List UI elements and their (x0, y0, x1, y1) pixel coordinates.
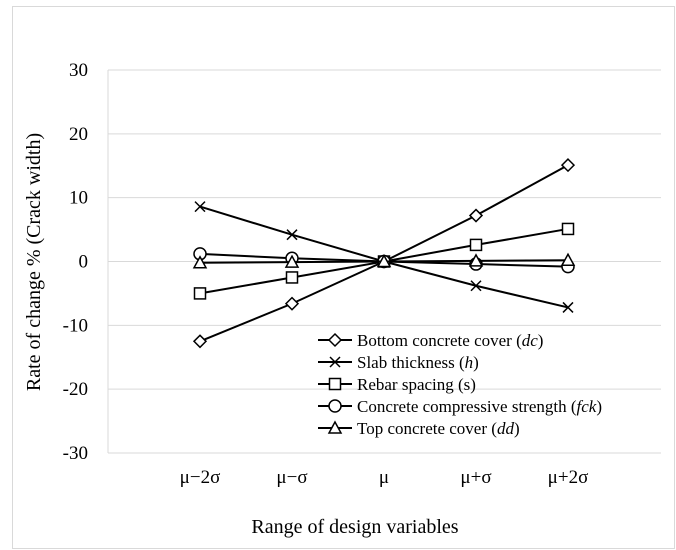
y-tick-label: -10 (63, 315, 88, 336)
legend-label: Slab thickness (h) (357, 353, 479, 372)
data-point (284, 254, 300, 268)
y-axis-title: Rate of change % (Crack width) (23, 133, 45, 391)
legend: Bottom concrete cover (dc) Slab thickness… (318, 331, 602, 438)
y-tick-label: 30 (69, 60, 88, 81)
x-tick-label: μ+2σ (548, 467, 589, 488)
y-tick-label: 10 (69, 188, 88, 209)
y-tick-labels: -30 -20 -10 0 10 20 30 (63, 60, 88, 464)
x-tick-label: μ (379, 467, 389, 488)
series-line (199, 164, 569, 343)
legend-item: Top concrete cover (dd) (318, 419, 520, 438)
series-layer (192, 158, 576, 349)
legend-marker (327, 332, 343, 348)
chart-frame (12, 6, 675, 549)
legend-item: Bottom concrete cover (dc) (318, 331, 543, 350)
data-point (470, 280, 482, 292)
legend-marker (329, 356, 341, 368)
data-point (193, 287, 207, 300)
legend-item: Rebar spacing (s) (318, 375, 476, 394)
data-point (560, 158, 576, 173)
legend-label: Top concrete cover (dd) (357, 419, 520, 438)
legend-item: Concrete compressive strength (fck) (318, 397, 602, 416)
data-point (284, 296, 300, 311)
x-tick-label: μ+σ (460, 467, 491, 488)
data-point (562, 301, 574, 313)
series-1 (192, 158, 576, 349)
y-tick-label: -20 (63, 379, 88, 400)
data-point (285, 271, 299, 284)
data-point (376, 253, 392, 268)
legend-marker (328, 377, 342, 391)
axes (107, 70, 661, 454)
legend-label: Bottom concrete cover (dc) (357, 331, 543, 350)
data-point (468, 208, 484, 223)
x-tick-labels: μ−2σ μ−σ μ μ+σ μ+2σ (180, 467, 589, 488)
series-5 (192, 252, 576, 269)
data-point (286, 229, 298, 241)
data-point (192, 255, 208, 269)
legend-marker (327, 420, 343, 434)
y-tick-label: 0 (79, 252, 89, 273)
legend-label: Concrete compressive strength (fck) (357, 397, 602, 416)
y-tick-label: 20 (69, 124, 88, 145)
data-point (192, 334, 208, 349)
y-tick-label: -30 (63, 443, 88, 464)
legend-label: Rebar spacing (s) (357, 375, 476, 394)
data-point (561, 222, 575, 236)
data-point (194, 201, 206, 213)
data-point (469, 238, 483, 252)
legend-item: Slab thickness (h) (318, 353, 479, 372)
data-point (560, 252, 576, 266)
x-axis-title: Range of design variables (251, 516, 458, 538)
data-point (468, 253, 484, 267)
x-tick-label: μ−2σ (180, 467, 221, 488)
x-tick-label: μ−σ (276, 467, 307, 488)
legend-marker (328, 399, 342, 413)
